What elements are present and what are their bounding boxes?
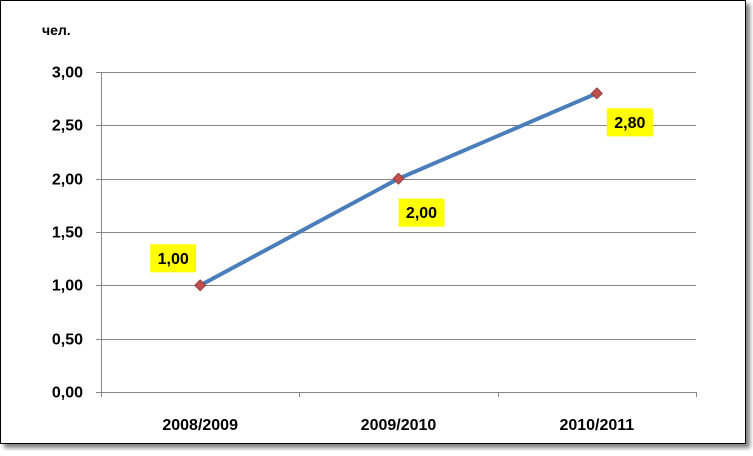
y-tick-labels: 0,00 0,50 1,00 1,50 2,00 2,50 3,00 xyxy=(52,65,83,402)
axes xyxy=(96,72,697,397)
data-label: 1,00 xyxy=(158,251,189,268)
y-tick-label: 2,00 xyxy=(52,172,83,189)
data-point-marker xyxy=(392,172,405,185)
data-point-marker xyxy=(590,87,603,100)
data-labels: 1,00 2,00 2,80 xyxy=(150,108,653,273)
series-markers xyxy=(194,87,603,292)
x-tick-label: 2010/2011 xyxy=(559,417,634,434)
y-tick-label: 0,00 xyxy=(52,385,83,402)
y-tick-label: 1,00 xyxy=(52,278,83,295)
y-tick-label: 1,50 xyxy=(52,225,83,242)
y-axis-unit-label: чел. xyxy=(42,22,71,38)
chart-border xyxy=(0,0,746,444)
x-tick-labels: 2008/2009 2009/2010 2010/2011 xyxy=(162,417,634,434)
data-label-background xyxy=(398,198,445,227)
y-tick-label: 2,50 xyxy=(52,118,83,135)
data-label: 2,80 xyxy=(614,115,645,132)
y-tick-label: 0,50 xyxy=(52,332,83,349)
data-label: 2,00 xyxy=(406,205,437,222)
x-tick-label: 2008/2009 xyxy=(162,417,238,434)
x-tick-label: 2009/2010 xyxy=(361,417,437,434)
data-label-background xyxy=(606,108,653,137)
data-label-background xyxy=(150,244,197,273)
data-point-marker xyxy=(194,279,207,292)
y-tick-label: 3,00 xyxy=(52,65,83,82)
